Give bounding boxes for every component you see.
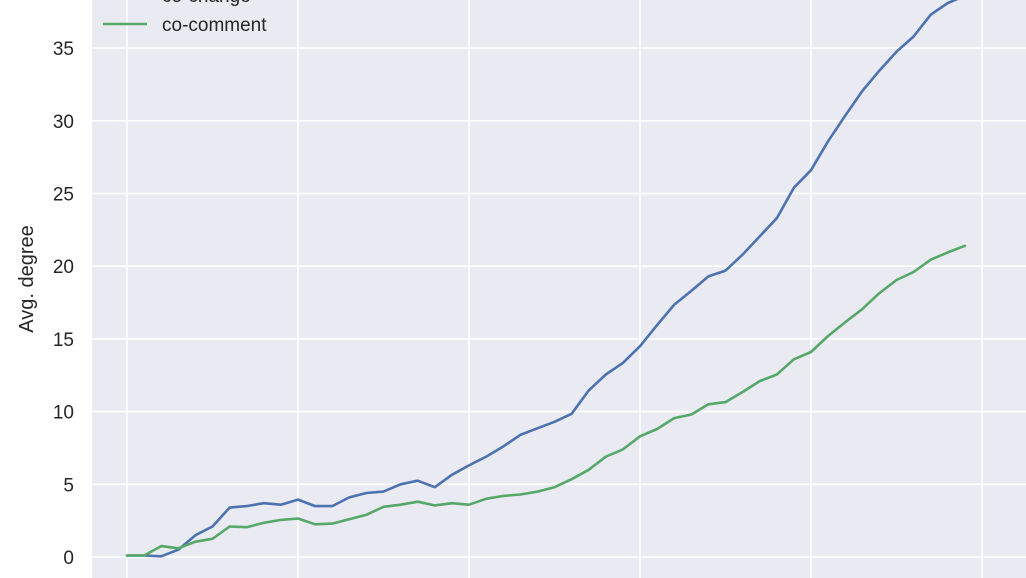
y-tick-label: 25 <box>53 185 74 206</box>
y-tick-labels: 0 5 10 15 20 25 30 35 <box>53 39 74 569</box>
y-tick-label: 20 <box>53 257 74 278</box>
y-tick-label: 35 <box>53 39 74 60</box>
series-lines <box>125 0 967 558</box>
y-tick-label: 0 <box>63 548 74 569</box>
series-line-co-comment <box>125 244 967 557</box>
y-tick-label: 15 <box>53 330 74 351</box>
legend-label-co-change: co-change <box>162 0 251 7</box>
legend-label-co-comment: co-comment <box>162 15 267 36</box>
y-tick-label: 30 <box>53 112 74 133</box>
plot-area <box>92 0 1026 578</box>
y-tick-label: 10 <box>53 403 74 424</box>
y-axis-label: Avg. degree <box>16 225 38 333</box>
series-line-co-change <box>125 0 959 558</box>
y-tick-label: 5 <box>63 475 74 496</box>
legend: co-change co-comment <box>103 0 267 36</box>
